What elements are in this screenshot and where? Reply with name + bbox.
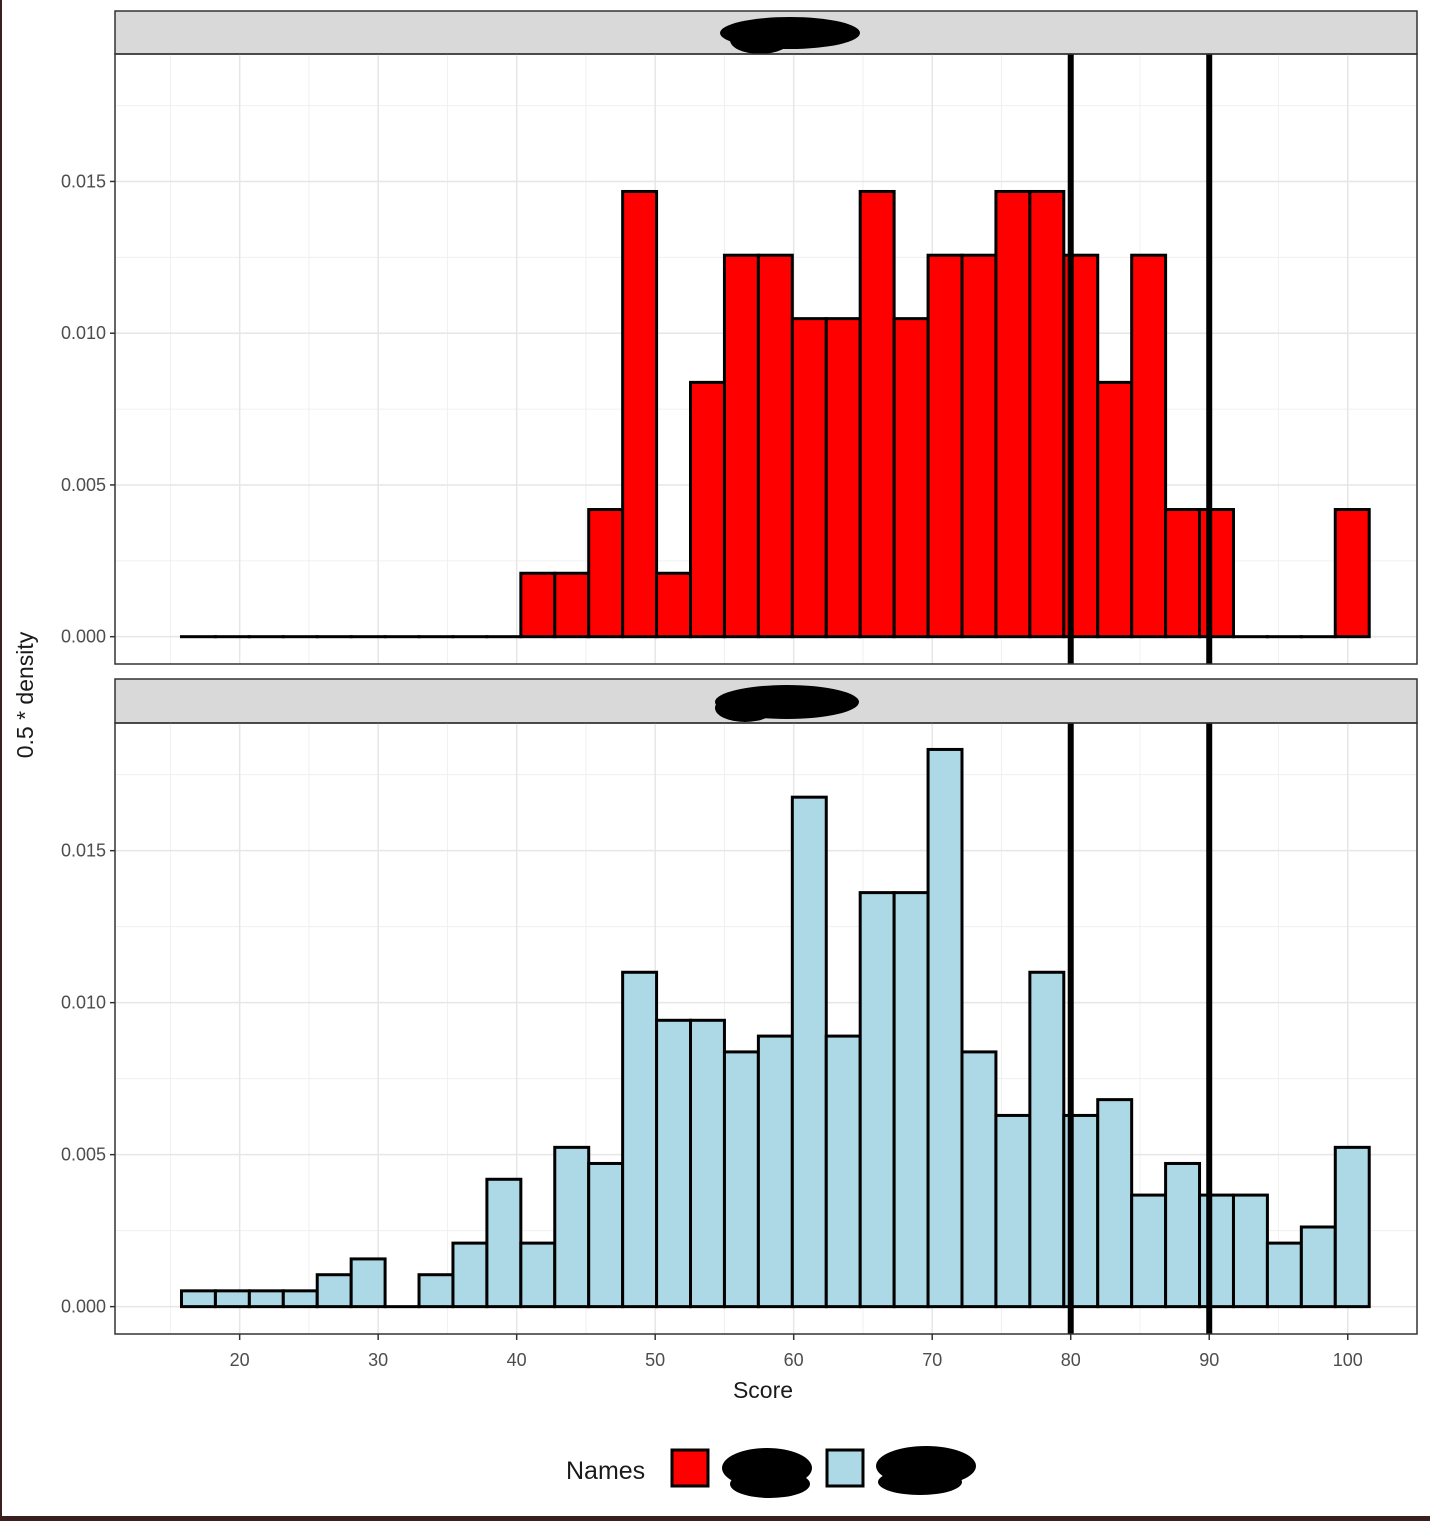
legend-key-lightblue bbox=[827, 1450, 863, 1486]
y-tick-label-top: 0.000 bbox=[61, 627, 106, 647]
histogram-bar-top bbox=[691, 382, 725, 636]
histogram-bar-top bbox=[589, 510, 623, 637]
histogram-bar-bottom bbox=[860, 893, 894, 1307]
histogram-bar-bottom bbox=[589, 1163, 623, 1306]
histogram-bar-bottom bbox=[283, 1291, 317, 1307]
y-tick-label-bottom: 0.015 bbox=[61, 841, 106, 861]
histogram-bar-top bbox=[1335, 510, 1369, 637]
histogram-bar-bottom bbox=[181, 1291, 215, 1307]
histogram-bar-top bbox=[996, 191, 1030, 636]
histogram-bar-top bbox=[555, 573, 589, 636]
legend-key-red bbox=[672, 1450, 708, 1486]
y-axis-title: 0.5 * density bbox=[12, 631, 38, 758]
histogram-bar-bottom bbox=[1166, 1163, 1200, 1306]
histogram-bar-bottom bbox=[555, 1147, 589, 1306]
legend-label-redaction-1 bbox=[722, 1448, 812, 1498]
histogram-bar-bottom bbox=[1132, 1195, 1166, 1307]
histogram-bar-bottom bbox=[453, 1243, 487, 1307]
histogram-bar-bottom bbox=[1267, 1243, 1301, 1307]
histogram-bar-bottom bbox=[487, 1179, 521, 1306]
histogram-bar-top bbox=[758, 255, 792, 636]
x-axis-title: Score bbox=[733, 1377, 793, 1403]
histogram-bar-bottom bbox=[758, 1036, 792, 1307]
histogram-bar-top bbox=[623, 191, 657, 636]
x-tick-label: 50 bbox=[645, 1350, 665, 1370]
x-tick-label: 20 bbox=[230, 1350, 250, 1370]
histogram-bar-bottom bbox=[215, 1291, 249, 1307]
window-border-bottom bbox=[0, 1516, 1430, 1521]
histogram-bar-top bbox=[826, 319, 860, 637]
x-tick-label: 70 bbox=[922, 1350, 942, 1370]
x-tick-label: 80 bbox=[1061, 1350, 1081, 1370]
histogram-bar-bottom bbox=[1200, 1195, 1234, 1307]
histogram-bar-bottom bbox=[894, 893, 928, 1307]
histogram-bar-bottom bbox=[623, 972, 657, 1306]
histogram-bar-top bbox=[1132, 255, 1166, 636]
histogram-bar-bottom bbox=[657, 1020, 691, 1306]
window-border-left bbox=[0, 0, 2, 1521]
histogram-bar-top bbox=[1098, 382, 1132, 636]
histogram-bar-top bbox=[1030, 191, 1064, 636]
histogram-bar-top bbox=[657, 573, 691, 636]
y-tick-label-top: 0.010 bbox=[61, 323, 106, 343]
histogram-bar-top bbox=[928, 255, 962, 636]
x-tick-label: 90 bbox=[1199, 1350, 1219, 1370]
y-tick-label-bottom: 0.005 bbox=[61, 1145, 106, 1165]
histogram-bar-bottom bbox=[1233, 1195, 1267, 1307]
legend-title: Names bbox=[566, 1457, 645, 1485]
x-tick-label: 40 bbox=[507, 1350, 527, 1370]
histogram-bar-top bbox=[724, 255, 758, 636]
histogram-bar-bottom bbox=[996, 1115, 1030, 1306]
histogram-bar-top bbox=[521, 573, 555, 636]
y-tick-label-bottom: 0.010 bbox=[61, 993, 106, 1013]
histogram-bar-top bbox=[860, 191, 894, 636]
histogram-bar-top bbox=[894, 319, 928, 637]
histogram-bar-bottom bbox=[1335, 1147, 1369, 1306]
histogram-bar-bottom bbox=[928, 749, 962, 1306]
histogram-bar-bottom bbox=[521, 1243, 555, 1307]
histogram-bar-bottom bbox=[962, 1052, 996, 1307]
histogram-bar-top bbox=[1200, 510, 1234, 637]
histogram-bar-top bbox=[1166, 510, 1200, 637]
histogram-bar-bottom bbox=[419, 1275, 453, 1307]
x-tick-label: 30 bbox=[368, 1350, 388, 1370]
histogram-bar-bottom bbox=[792, 797, 826, 1306]
y-tick-label-top: 0.015 bbox=[61, 171, 106, 191]
histogram-bar-top bbox=[962, 255, 996, 636]
histogram-bar-bottom bbox=[317, 1275, 351, 1307]
histogram-bar-bottom bbox=[1030, 972, 1064, 1306]
histogram-bar-bottom bbox=[351, 1259, 385, 1307]
x-tick-label: 60 bbox=[784, 1350, 804, 1370]
x-tick-label: 100 bbox=[1333, 1350, 1363, 1370]
y-tick-label-bottom: 0.000 bbox=[61, 1297, 106, 1317]
histogram-bar-top bbox=[792, 319, 826, 637]
histogram-bar-bottom bbox=[724, 1052, 758, 1307]
histogram-bar-bottom bbox=[1098, 1100, 1132, 1307]
histogram-bar-bottom bbox=[691, 1020, 725, 1306]
histogram-bar-bottom bbox=[249, 1291, 283, 1307]
histogram-bar-bottom bbox=[826, 1036, 860, 1307]
y-tick-label-top: 0.005 bbox=[61, 475, 106, 495]
histogram-bar-bottom bbox=[1301, 1227, 1335, 1307]
